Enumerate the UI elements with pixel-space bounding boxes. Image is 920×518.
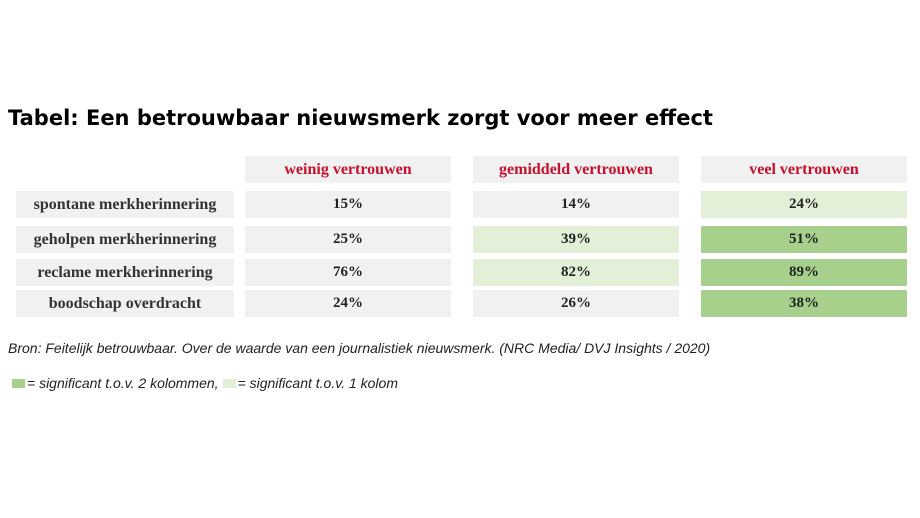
- table-cell: 89%: [701, 259, 907, 286]
- table-cell: 24%: [245, 290, 451, 317]
- legend-swatch-dark-green: [12, 378, 25, 388]
- row-label: boodschap overdracht: [16, 290, 234, 317]
- table-cell: 51%: [701, 226, 907, 253]
- column-header: veel vertrouwen: [701, 156, 907, 183]
- legend: = significant t.o.v. 2 kolommen, = signi…: [12, 374, 398, 392]
- table-cell: 24%: [701, 191, 907, 218]
- page-title: Tabel: Een betrouwbaar nieuwsmerk zorgt …: [8, 106, 713, 130]
- table-cell: 25%: [245, 226, 451, 253]
- table-cell: 26%: [473, 290, 679, 317]
- column-header: weinig vertrouwen: [245, 156, 451, 183]
- row-label: spontane merkherinnering: [16, 191, 234, 218]
- row-label: reclame merkherinnering: [16, 259, 234, 286]
- column-header: gemiddeld vertrouwen: [473, 156, 679, 183]
- legend-label-light: = significant t.o.v. 1 kolom: [237, 375, 398, 391]
- table-cell: 82%: [473, 259, 679, 286]
- source-note: Bron: Feitelijk betrouwbaar. Over de waa…: [8, 340, 711, 356]
- table-cell: 14%: [473, 191, 679, 218]
- table-cell: 76%: [245, 259, 451, 286]
- table-cell: 15%: [245, 191, 451, 218]
- legend-label-dark: = significant t.o.v. 2 kolommen,: [27, 375, 219, 391]
- legend-swatch-light-green: [222, 378, 236, 388]
- table-cell: 39%: [473, 226, 679, 253]
- row-label: geholpen merkherinnering: [16, 226, 234, 253]
- table-cell: 38%: [701, 290, 907, 317]
